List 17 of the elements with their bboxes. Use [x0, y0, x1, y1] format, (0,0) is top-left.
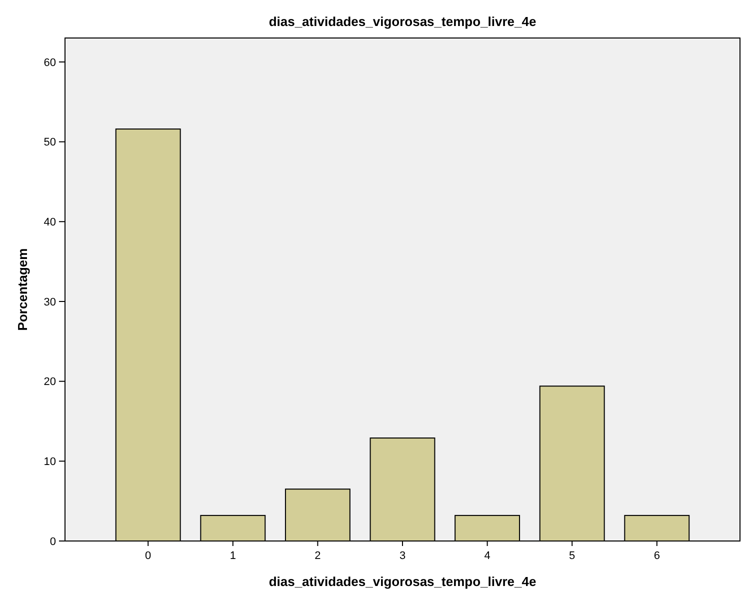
x-axis-title: dias_atividades_vigorosas_tempo_livre_4e	[268, 574, 536, 589]
y-tick-label: 50	[44, 136, 56, 149]
x-tick-label: 3	[399, 550, 406, 562]
y-tick-label: 0	[50, 536, 56, 548]
x-tick-label: 2	[314, 550, 321, 562]
x-tick-label: 6	[654, 550, 660, 562]
chart-title: dias_atividades_vigorosas_tempo_livre_4e	[268, 14, 536, 29]
y-tick-label: 30	[44, 296, 56, 308]
y-axis-title: Porcentagem	[15, 248, 30, 331]
x-tick-label: 4	[484, 550, 490, 562]
y-tick-label: 40	[44, 216, 56, 228]
y-tick-label: 10	[44, 456, 56, 468]
y-tick-label: 60	[44, 56, 56, 69]
x-tick-label: 5	[569, 550, 576, 562]
y-tick-label: 20	[44, 376, 56, 388]
x-tick-label: 1	[230, 550, 236, 562]
x-tick-label: 0	[145, 550, 152, 562]
